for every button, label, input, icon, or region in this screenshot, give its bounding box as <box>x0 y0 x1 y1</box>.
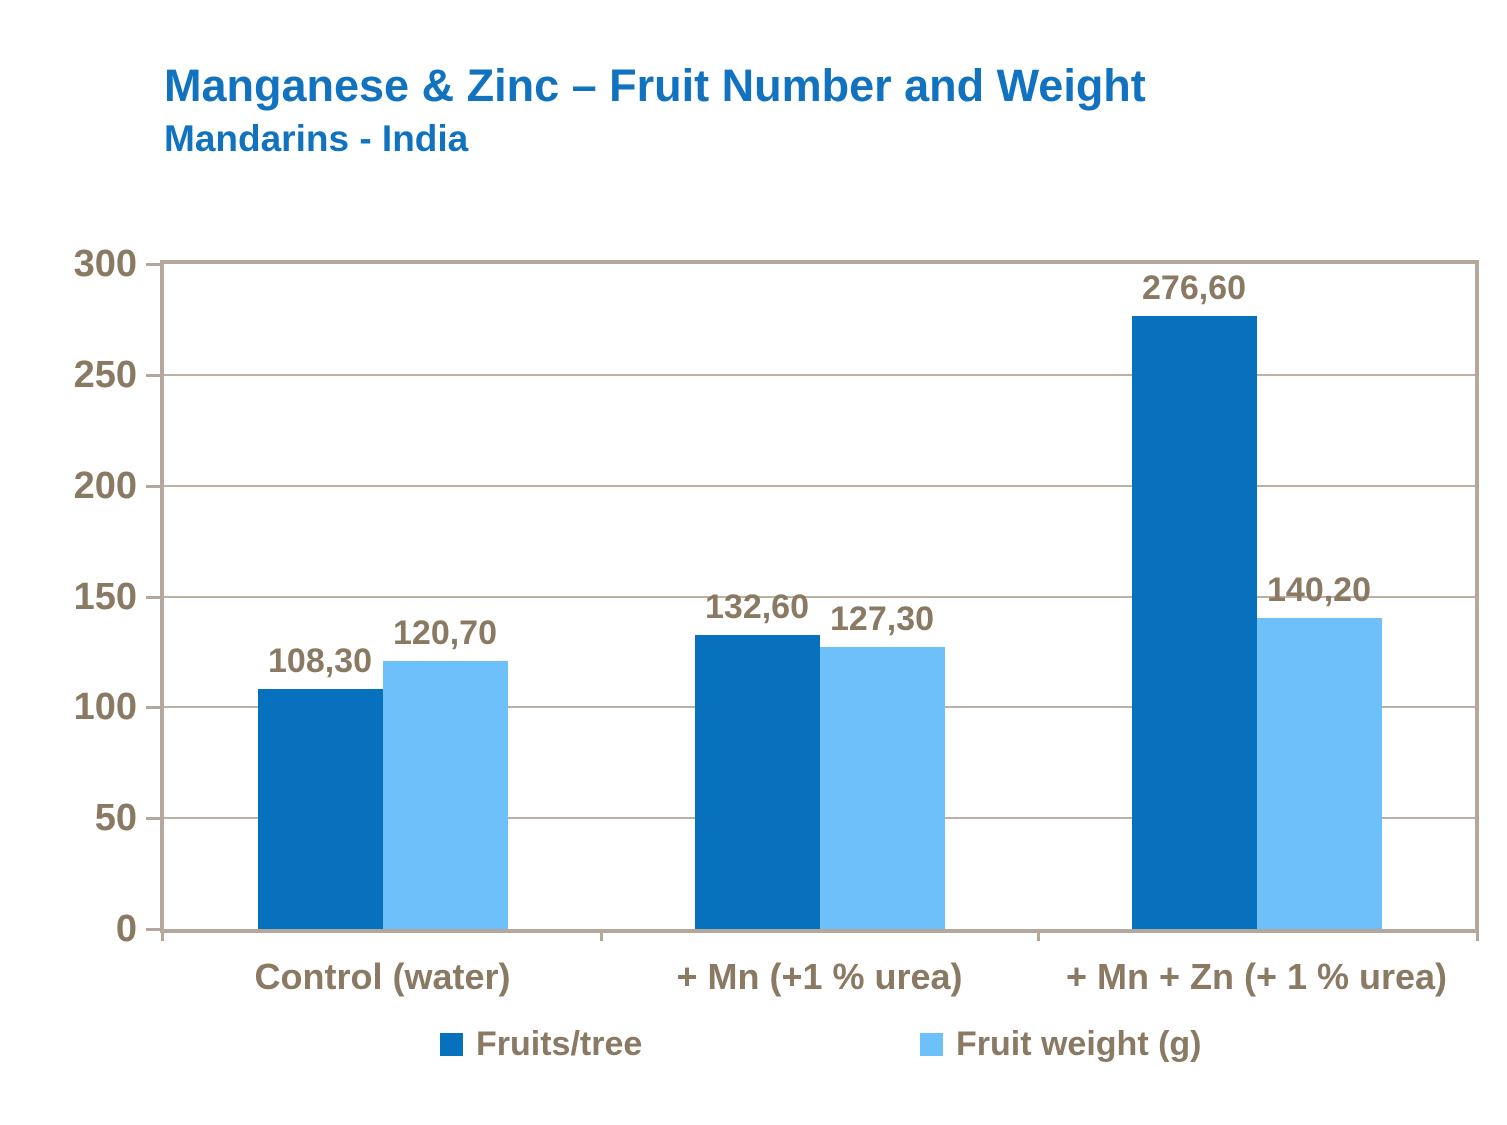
legend-swatch <box>440 1032 463 1056</box>
bar <box>1256 618 1382 929</box>
y-tick-label: 250 <box>73 353 137 396</box>
y-tick-label: 50 <box>94 797 137 840</box>
legend-swatch <box>920 1032 943 1056</box>
y-tick-mark <box>146 817 163 821</box>
y-tick-mark <box>146 706 163 710</box>
x-category-label: + Mn + Zn (+ 1 % urea) <box>1065 956 1448 997</box>
gridline <box>164 373 1475 376</box>
y-tick-mark <box>146 373 163 377</box>
y-tick-label: 0 <box>115 908 137 950</box>
plot-area: 108,30 120,70 132,60 127,30 276,60 140,20 <box>160 260 1479 933</box>
y-tick-mark <box>146 928 163 931</box>
bar <box>257 689 383 929</box>
y-tick-mark <box>146 484 163 488</box>
legend-label: Fruits/tree <box>476 1025 643 1063</box>
x-tick-mark <box>1476 929 1479 941</box>
gridline <box>164 484 1475 487</box>
bar <box>819 647 945 929</box>
x-category-label: Control (water) <box>254 956 511 997</box>
y-tick-mark <box>146 595 163 599</box>
bar-value-label: 127,30 <box>830 600 934 638</box>
y-tick-label: 300 <box>73 243 137 285</box>
bar <box>1131 316 1257 929</box>
x-category-label: + Mn (+1 % urea) <box>676 956 963 997</box>
y-tick-label: 150 <box>73 575 137 618</box>
bar-value-label: 120,70 <box>393 614 497 652</box>
legend-item: Fruit weight (g) <box>920 1026 1202 1062</box>
x-tick-mark <box>1037 929 1040 941</box>
y-tick-label: 200 <box>73 464 137 507</box>
bar-value-label: 140,20 <box>1267 571 1371 609</box>
chart-subtitle: Mandarins - India <box>164 118 469 159</box>
chart-title: Manganese & Zinc – Fruit Number and Weig… <box>164 60 1146 111</box>
gridline <box>164 595 1475 598</box>
bar <box>694 635 820 929</box>
legend-label: Fruit weight (g) <box>956 1025 1202 1063</box>
legend-item: Fruits/tree <box>440 1026 642 1062</box>
x-tick-mark <box>161 929 164 941</box>
bar-value-label: 108,30 <box>268 642 372 680</box>
y-tick-label: 100 <box>73 686 137 729</box>
bar-value-label: 132,60 <box>705 588 809 626</box>
x-tick-mark <box>600 929 603 941</box>
bar-value-label: 276,60 <box>1142 269 1246 307</box>
bar <box>382 661 508 929</box>
y-tick-mark <box>146 263 163 266</box>
